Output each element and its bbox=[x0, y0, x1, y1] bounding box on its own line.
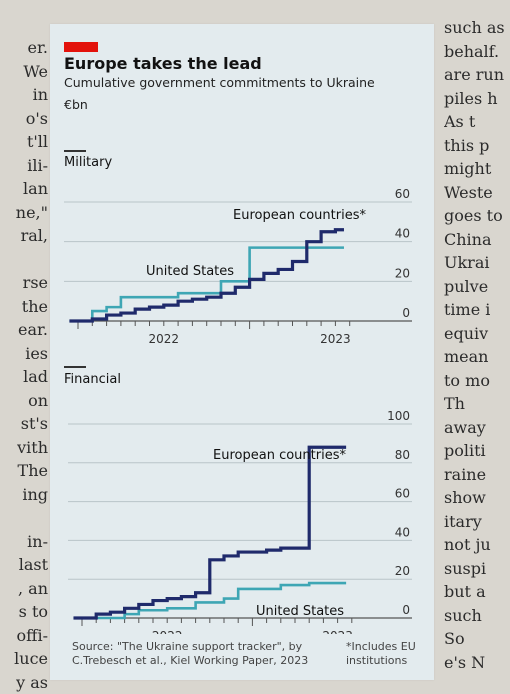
article-line-right: Weste bbox=[444, 181, 510, 205]
article-line-right: equiv bbox=[444, 322, 510, 346]
article-line-right: mean bbox=[444, 345, 510, 369]
article-line-right: raine bbox=[444, 463, 510, 487]
military-rule bbox=[64, 150, 86, 152]
military-chart: 0 20 40 60 2022 2023 European countries* United… bbox=[50, 169, 434, 344]
article-line-right: China bbox=[444, 228, 510, 252]
article-line-left: We bbox=[0, 60, 48, 84]
europe-series-line bbox=[73, 447, 346, 618]
y-tick-label: 20 bbox=[395, 266, 410, 280]
article-line-left: vith bbox=[0, 436, 48, 460]
article-line-left: s to bbox=[0, 600, 48, 624]
financial-label: Financial bbox=[64, 372, 121, 387]
brand-tag bbox=[64, 42, 98, 52]
article-line-left: rse bbox=[0, 271, 48, 295]
article-line-right: Th bbox=[444, 392, 510, 416]
article-line-right: pulve bbox=[444, 275, 510, 299]
x-tick-label: 2022 bbox=[149, 332, 180, 344]
article-line-left: t'll bbox=[0, 130, 48, 154]
article-line-left: on bbox=[0, 389, 48, 413]
article-line-right: piles h bbox=[444, 87, 510, 111]
military-label: Military bbox=[64, 155, 112, 170]
article-line-left: ear. bbox=[0, 318, 48, 342]
chart-title: Europe takes the lead bbox=[64, 54, 262, 73]
article-line-right: away bbox=[444, 416, 510, 440]
article-line-right: behalf. bbox=[444, 40, 510, 64]
article-line-right: show bbox=[444, 486, 510, 510]
article-line-left: ies bbox=[0, 342, 48, 366]
article-line-left: ing bbox=[0, 483, 48, 507]
footnote: *Includes EU institutions bbox=[346, 640, 426, 668]
article-line-left: y as bbox=[0, 671, 48, 694]
x-tick-label: 2022 bbox=[152, 629, 183, 634]
y-tick-label: 80 bbox=[395, 448, 410, 462]
article-line-left: in- bbox=[0, 530, 48, 554]
article-line-left: lad bbox=[0, 365, 48, 389]
article-line-left: o's bbox=[0, 107, 48, 131]
article-line-right: such as bbox=[444, 16, 510, 40]
unit-label: €bn bbox=[64, 97, 88, 112]
article-line-right: this p bbox=[444, 134, 510, 158]
article-line-left: luce bbox=[0, 647, 48, 671]
article-line-left: st's bbox=[0, 412, 48, 436]
article-line-right: goes to bbox=[444, 204, 510, 228]
article-line-right: but a bbox=[444, 580, 510, 604]
article-line-left: ral, bbox=[0, 224, 48, 248]
source-note: Source: "The Ukraine support tracker", b… bbox=[72, 640, 322, 668]
article-line-right: such bbox=[444, 604, 510, 628]
y-tick-label: 60 bbox=[395, 487, 410, 501]
article-line-right: So bbox=[444, 627, 510, 651]
article-line-left: The bbox=[0, 459, 48, 483]
y-tick-label: 60 bbox=[395, 187, 410, 201]
article-line-left: in bbox=[0, 83, 48, 107]
article-line-left bbox=[0, 248, 48, 272]
article-line-right: suspi bbox=[444, 557, 510, 581]
y-tick-label: 0 bbox=[402, 306, 410, 320]
article-line-right: to mo bbox=[444, 369, 510, 393]
article-line-right: itary bbox=[444, 510, 510, 534]
chart-panel: Europe takes the lead Cumulative governm… bbox=[50, 24, 434, 680]
chart-subtitle: Cumulative government commitments to Ukr… bbox=[64, 75, 375, 90]
us-series-line bbox=[69, 248, 344, 321]
article-line-left: ili- bbox=[0, 154, 48, 178]
article-line-left: the bbox=[0, 295, 48, 319]
article-line-right: are run bbox=[444, 63, 510, 87]
article-line-right: not ju bbox=[444, 533, 510, 557]
article-line-left: ne," bbox=[0, 201, 48, 225]
y-tick-label: 20 bbox=[395, 564, 410, 578]
article-line-left: lan bbox=[0, 177, 48, 201]
article-line-left: last bbox=[0, 553, 48, 577]
article-line-right: politi bbox=[444, 439, 510, 463]
us-series-label: United States bbox=[256, 604, 344, 619]
article-line-left bbox=[0, 506, 48, 530]
article-line-left: er. bbox=[0, 36, 48, 60]
us-series-label: United States bbox=[146, 264, 234, 279]
article-line-right: Ukrai bbox=[444, 251, 510, 275]
article-line-right: e's N bbox=[444, 651, 510, 675]
y-tick-label: 40 bbox=[395, 227, 410, 241]
y-tick-label: 100 bbox=[387, 409, 410, 423]
article-line-right: As t bbox=[444, 110, 510, 134]
europe-series-label: European countries* bbox=[233, 208, 366, 223]
article-line-right: might bbox=[444, 157, 510, 181]
financial-rule bbox=[64, 366, 86, 368]
x-tick-label: 2023 bbox=[320, 332, 351, 344]
europe-series-label: European countries* bbox=[213, 448, 346, 463]
x-tick-label: 2023 bbox=[322, 629, 353, 634]
article-line-left: , an bbox=[0, 577, 48, 601]
financial-chart: 0 20 40 60 80 100 2022 2023 European countries* U… bbox=[50, 389, 434, 634]
y-tick-label: 40 bbox=[395, 525, 410, 539]
y-tick-label: 0 bbox=[402, 603, 410, 617]
article-line-right: time i bbox=[444, 298, 510, 322]
article-line-left: offi- bbox=[0, 624, 48, 648]
